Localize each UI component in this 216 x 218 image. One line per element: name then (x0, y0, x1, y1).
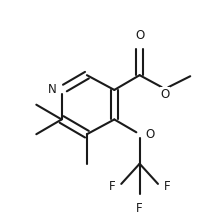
Text: F: F (109, 181, 115, 193)
Text: F: F (164, 181, 170, 193)
Text: O: O (135, 29, 144, 43)
Text: F: F (136, 202, 143, 215)
Text: N: N (48, 83, 56, 96)
Text: O: O (145, 128, 154, 141)
Text: O: O (160, 88, 170, 101)
